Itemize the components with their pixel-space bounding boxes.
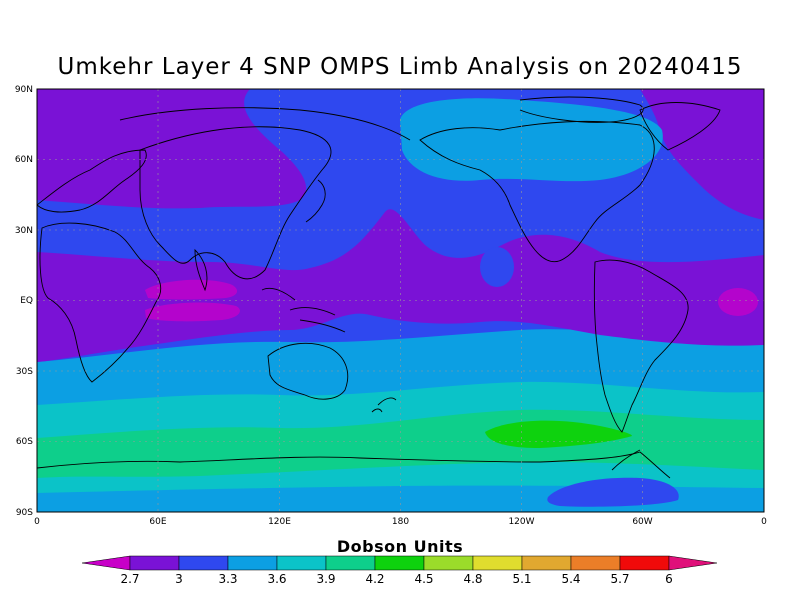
- colorbar-arrow-high: [668, 555, 718, 571]
- colorbar-segment: [472, 555, 523, 571]
- colorbar-label: 4.2: [365, 572, 384, 586]
- colorbar-label: 3.6: [267, 572, 286, 586]
- lon-label-0-left: 0: [34, 517, 40, 527]
- colorbar-label: 5.4: [561, 572, 580, 586]
- lat-label-90s: 90S: [16, 508, 33, 518]
- colorbar: 2.7 3 3.3 3.6 3.9 4.2 4.5 4.8 5.1 5.4 5.7 6: [81, 555, 718, 586]
- colorbar-segment: [129, 555, 180, 571]
- asia-outline: [139, 126, 332, 280]
- colorbar-segment: [325, 555, 376, 571]
- colorbar-segment: [227, 555, 278, 571]
- lon-label-60e: 60E: [149, 517, 166, 527]
- japan-outline: [305, 179, 326, 223]
- colorbar-segment: [178, 555, 229, 571]
- colorbar-label: 3: [175, 572, 183, 586]
- colorbar-label: 4.5: [414, 572, 433, 586]
- siberia-outline: [119, 107, 411, 141]
- colorbar-label: 3.9: [316, 572, 335, 586]
- colorbar-segment: [521, 555, 572, 571]
- band-2.7-low-india: [145, 302, 240, 322]
- colorbar-label: 2.7: [120, 572, 139, 586]
- band-2.7-low-africa: [145, 279, 238, 300]
- colorbar-segment: [570, 555, 621, 571]
- antarctica-outline: [37, 451, 671, 479]
- colorbar-title: Dobson Units: [336, 537, 464, 556]
- europe-outline: [37, 149, 147, 213]
- band-2.7-3.0-north-atlantic: [640, 89, 764, 220]
- africa-outline: [39, 222, 162, 383]
- map-title: Umkehr Layer 4 SNP OMPS Limb Analysis on…: [57, 54, 743, 80]
- lat-label-60n: 60N: [15, 155, 33, 165]
- map-frame: [36, 88, 765, 513]
- band-4.2-4.5: [485, 420, 632, 448]
- lon-label-0-right: 0: [761, 517, 767, 527]
- lat-label-30s: 30S: [16, 367, 33, 377]
- band-2.7-low-atlantic: [718, 288, 758, 316]
- band-3.3-3.6-arctic: [400, 98, 663, 182]
- colorbar-segment: [374, 555, 425, 571]
- antarctic-peninsula: [611, 449, 641, 471]
- blue-pocket-pacific: [480, 247, 514, 287]
- lat-label-eq: EQ: [20, 296, 33, 306]
- lon-label-120w: 120W: [508, 517, 534, 527]
- lon-label-180: 180: [392, 517, 409, 527]
- lon-label-60w: 60W: [632, 517, 652, 527]
- lat-label-60s: 60S: [16, 437, 33, 447]
- colorbar-label: 4.8: [463, 572, 482, 586]
- lat-label-30n: 30N: [15, 226, 33, 236]
- new-zealand-outline: [371, 397, 397, 413]
- se-asia-islands: [261, 287, 346, 333]
- colorbar-label: 5.1: [512, 572, 531, 586]
- colorbar-segment: [619, 555, 670, 571]
- india-outline: [194, 248, 208, 292]
- colorbar-segment: [423, 555, 474, 571]
- colorbar-label: 5.7: [610, 572, 629, 586]
- colorbar-arrow-low: [81, 555, 131, 571]
- colorbar-segment: [276, 555, 327, 571]
- colorbar-label: 3.3: [218, 572, 237, 586]
- greenland-outline: [639, 102, 721, 151]
- longitude-labels: 0 60E 120E 180 120W 60W 0: [34, 517, 767, 527]
- south-america-outline: [593, 259, 689, 433]
- graticule: [37, 89, 764, 512]
- latitude-labels: 90N 60N 30N EQ 30S 60S 90S: [15, 85, 33, 518]
- australia-outline: [267, 342, 349, 400]
- colorbar-label: 6: [665, 572, 673, 586]
- blue-south-pocket: [547, 477, 679, 507]
- north-america-outline: [419, 120, 655, 263]
- band-2.7-3.0-north-eurasia: [37, 89, 307, 209]
- band-2.7-3.0-tropics: [37, 209, 764, 362]
- coastlines: [37, 96, 721, 479]
- lat-label-90n: 90N: [15, 85, 33, 95]
- lon-label-120e: 120E: [268, 517, 291, 527]
